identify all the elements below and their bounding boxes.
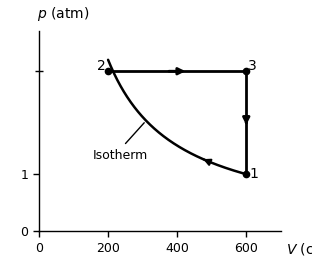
Text: Isotherm: Isotherm <box>93 150 148 162</box>
Text: $p$ (atm): $p$ (atm) <box>37 5 89 23</box>
Text: $V$ (cm$^3$): $V$ (cm$^3$) <box>286 239 312 259</box>
Text: 2: 2 <box>97 58 106 73</box>
Text: 1: 1 <box>249 167 258 181</box>
Text: 3: 3 <box>248 58 257 73</box>
